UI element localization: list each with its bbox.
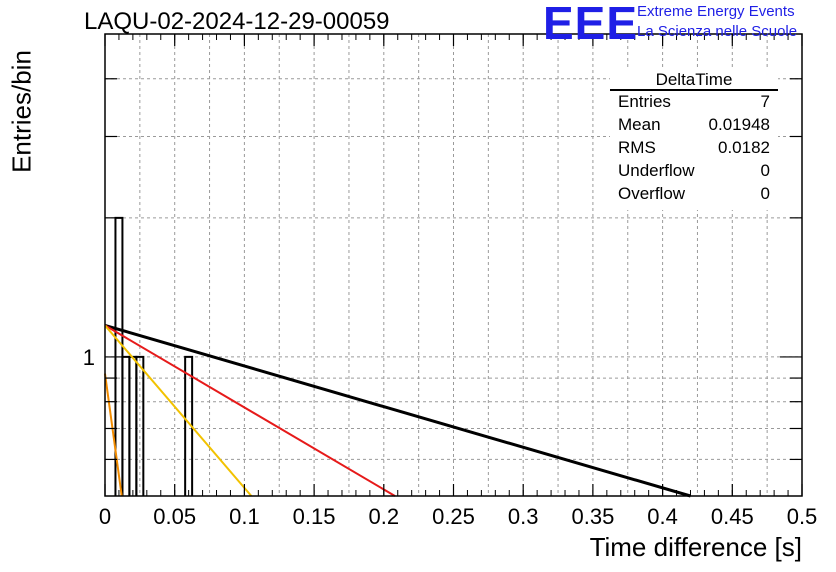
stats-value: 0 [760,161,770,180]
tick-labels: 0 0.05 0.1 0.15 0.2 0.25 0.3 0.35 0.4 0.45 0.5 1 [83,345,818,529]
axis-ticks [104,34,803,496]
stats-key: Overflow [618,184,686,203]
stats-divider [610,89,778,91]
logo-tagline-1: Extreme Energy Events [637,3,795,20]
x-tick-label: 0.05 [153,504,196,529]
x-tick-label: 0.1 [229,504,260,529]
eee-logo: EEE [543,0,639,49]
stats-key: Underflow [618,161,695,180]
stats-value: 0.01948 [708,115,770,134]
stats-box: DeltaTime Entries 7 Mean 0.01948 RMS 0.0… [610,70,778,210]
stats-key: Entries [618,92,671,111]
x-tick-label: 0.3 [508,504,539,529]
histogram-bar [135,355,145,496]
x-tick-label: 0.5 [787,504,818,529]
stats-key: RMS [618,138,656,157]
x-tick-label: 0 [99,504,111,529]
stats-value: 7 [760,92,770,111]
x-tick-label: 0.35 [571,504,614,529]
y-tick-label: 1 [83,345,95,370]
fit-line-black [104,323,691,498]
stats-title: DeltaTime [655,70,733,89]
x-axis-label: Time difference [s] [589,532,802,562]
fit-lines [104,323,691,498]
fit-line-orange [104,373,123,497]
x-tick-label: 0.15 [293,504,336,529]
stats-value: 0.0182 [718,138,770,157]
stats-key: Mean [618,115,661,134]
y-axis-label: Entries/bin [6,50,37,173]
x-tick-label: 0.4 [647,504,678,529]
x-tick-label: 0.25 [432,504,475,529]
x-tick-label: 0.2 [369,504,400,529]
fit-line-yellow [104,324,253,497]
chart-title: LAQU-02-2024-12-29-00059 [84,8,390,35]
stats-value: 0 [760,184,770,203]
x-tick-label: 0.45 [711,504,754,529]
logo-tagline-2: La Scienza nelle Scuole [637,23,798,40]
fit-line-red [104,324,396,497]
